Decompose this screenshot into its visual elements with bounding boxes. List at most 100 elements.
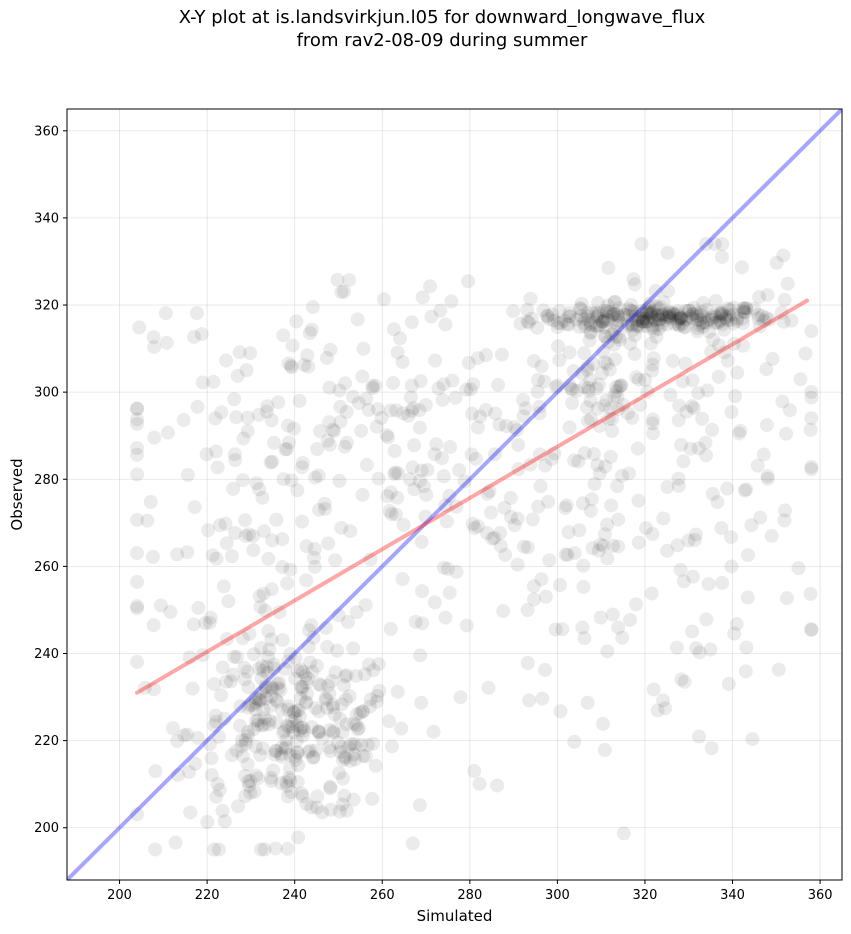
scatter-point	[302, 326, 317, 341]
scatter-point	[688, 527, 703, 542]
scatter-point	[757, 313, 772, 328]
scatter-point	[443, 440, 458, 455]
scatter-point	[263, 770, 278, 785]
scatter-point	[718, 309, 733, 324]
scatter-point	[671, 304, 686, 319]
scatter-point	[586, 447, 601, 462]
scatter-point	[620, 406, 635, 421]
scatter-point	[481, 680, 496, 695]
scatter-point	[304, 800, 319, 815]
scatter-point	[714, 308, 729, 323]
scatter-point	[696, 295, 711, 310]
scatter-point	[614, 378, 629, 393]
scatter-point	[130, 546, 145, 561]
scatter-point	[488, 406, 503, 421]
scatter-point	[208, 411, 223, 426]
scatter-point	[351, 396, 366, 411]
scatter-point	[254, 718, 269, 733]
scatter-point	[610, 308, 625, 323]
scatter-point	[629, 370, 644, 385]
scatter-point	[658, 701, 673, 716]
scatter-point	[328, 665, 343, 680]
scatter-point	[333, 399, 348, 414]
scatter-point	[665, 353, 680, 368]
scatter-point	[433, 303, 448, 318]
scatter-point	[645, 357, 660, 372]
scatter-point	[288, 749, 303, 764]
scatter-point	[302, 623, 317, 638]
scatter-point	[611, 512, 626, 527]
scatter-point	[638, 372, 653, 387]
scatter-point	[642, 311, 657, 326]
scatter-point	[280, 789, 295, 804]
scatter-point	[663, 311, 678, 326]
scatter-point	[283, 761, 298, 776]
scatter-point	[686, 401, 701, 416]
scatter-point	[268, 841, 283, 856]
scatter-point	[643, 307, 658, 322]
scatter-point	[672, 318, 687, 333]
axis-ticks: 200 220 240 260 280 300 320 340 360 200 220 240 260 2…	[34, 124, 832, 903]
scatter-point	[583, 316, 598, 331]
scatter-point	[534, 572, 549, 587]
scatter-point	[266, 763, 281, 778]
scatter-point	[300, 686, 315, 701]
scatter-point	[319, 692, 334, 707]
scatter-point	[335, 725, 350, 740]
scatter-point	[372, 683, 387, 698]
scatter-point	[660, 317, 675, 332]
scatter-point	[278, 741, 293, 756]
scatter-point	[588, 319, 603, 334]
scatter-point	[295, 789, 310, 804]
scatter-point	[559, 498, 574, 513]
scatter-point	[650, 703, 665, 718]
scatter-point	[203, 610, 218, 625]
scatter-point	[723, 530, 738, 545]
scatter-point	[261, 717, 276, 732]
scatter-point	[515, 392, 530, 407]
scatter-point	[635, 314, 650, 329]
scatter-point	[284, 473, 299, 488]
scatter-point	[597, 355, 612, 370]
scatter-point	[637, 315, 652, 330]
scatter-point	[526, 353, 541, 368]
scatter-point	[340, 615, 355, 630]
scatter-point	[290, 718, 305, 733]
scatter-point	[359, 458, 374, 473]
scatter-point	[509, 423, 524, 438]
scatter-point	[295, 514, 310, 529]
scatter-point	[347, 739, 362, 754]
scatter-point	[662, 304, 677, 319]
scatter-point	[724, 559, 739, 574]
scatter-point	[405, 460, 420, 475]
scatter-point	[487, 530, 502, 545]
scatter-point	[292, 723, 307, 738]
scatter-point	[312, 502, 327, 517]
scatter-point	[498, 547, 513, 562]
scatter-point	[434, 451, 449, 466]
scatter-point	[621, 301, 636, 316]
scatter-point	[647, 304, 662, 319]
scatter-point	[251, 407, 266, 422]
scatter-point	[323, 342, 338, 357]
scatter-point	[503, 510, 518, 525]
scatter-point	[419, 487, 434, 502]
scatter-point	[130, 467, 145, 482]
scatter-point	[165, 721, 180, 736]
scatter-point	[619, 308, 634, 323]
scatter-point	[518, 401, 533, 416]
scatter-point	[507, 518, 522, 533]
scatter-point	[324, 674, 339, 689]
scatter-point	[580, 359, 595, 374]
scatter-point	[708, 316, 723, 331]
scatter-point	[694, 304, 709, 319]
scatter-point	[190, 399, 205, 414]
scatter-point	[240, 700, 255, 715]
scatter-point	[219, 536, 234, 551]
scatter-point	[713, 313, 728, 328]
scatter-point	[323, 779, 338, 794]
scatter-point	[282, 719, 297, 734]
scatter-point	[355, 369, 370, 384]
scatter-point	[361, 657, 376, 672]
scatter-point	[672, 398, 687, 413]
